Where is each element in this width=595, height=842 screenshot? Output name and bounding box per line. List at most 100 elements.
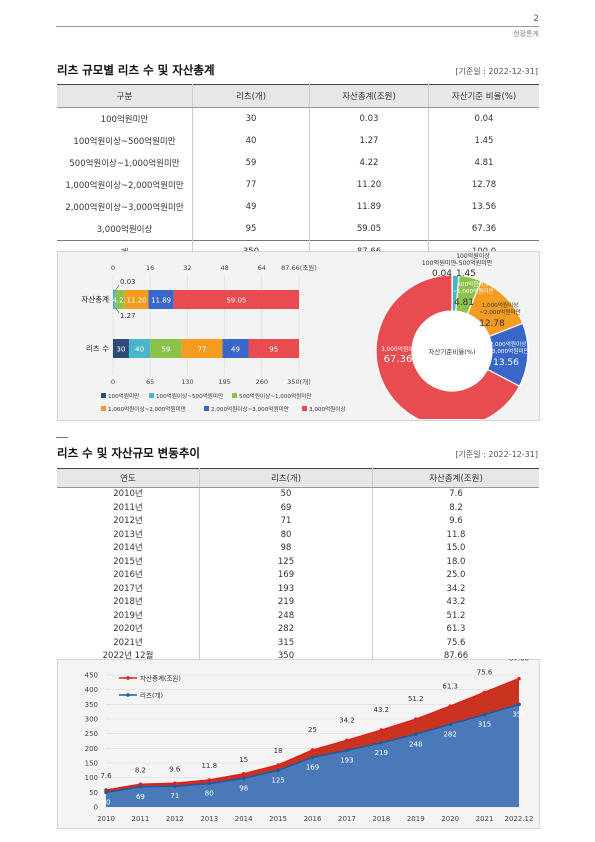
bottom-axis-tick: 260: [256, 378, 268, 386]
asset-point: [482, 690, 487, 695]
table-cell: 69: [199, 501, 373, 515]
table-cell: 18.0: [446, 556, 466, 567]
asset-point: [448, 704, 452, 709]
category-label: 리츠 수: [86, 344, 109, 353]
legend-swatch: [302, 406, 307, 411]
table-cell: 13.56: [471, 202, 497, 212]
table-cell: 125: [199, 555, 373, 569]
legend-label: 리츠(개): [140, 691, 163, 700]
table-cell: 2013년: [57, 528, 200, 542]
table-cell: 2018년: [57, 596, 200, 610]
legend-label: 3,000억원이상: [309, 405, 346, 413]
asset-point-label: 75.6: [477, 668, 493, 676]
table-row: 2014년 98 15.0: [57, 542, 539, 556]
slice-label: 500억원이상: [457, 280, 488, 288]
donut-hole: [413, 312, 491, 390]
count-point-label: 125: [271, 776, 284, 784]
count-area: [106, 704, 519, 807]
asset-point: [413, 717, 418, 722]
legend-label: 100억원미만: [108, 392, 139, 400]
legend-swatch: [232, 393, 237, 398]
top-axis-tick: 0: [111, 264, 115, 272]
table-cell: 50: [199, 487, 373, 502]
asset-point: [517, 676, 521, 681]
table-row: 500억원이상~1,000억원미만 59 4.22 4.81: [57, 152, 539, 174]
top-axis-tick: 87.66(조원): [281, 263, 317, 272]
table-cell: 80: [199, 528, 373, 542]
table-cell: 11.8: [446, 529, 466, 540]
x-axis-tick: 2017: [338, 815, 356, 823]
table-row: 2010년 50 7.6: [57, 487, 539, 502]
table-row: 1,000억원이상~2,000억원미만 77 11.20 12.78: [57, 174, 539, 196]
table-cell: 2012년: [57, 515, 200, 529]
bottom-axis-tick: 350(개): [287, 377, 310, 386]
top-axis-tick: 16: [146, 264, 154, 272]
table-cell: 315: [199, 636, 373, 650]
stacked-bar-chart: 0 16 32 48 64 87.66(조원) 0 65 130 195 260 350(개) 자산총계…: [81, 263, 345, 413]
slice-value: 13.56: [493, 358, 519, 368]
top-axis-tick: 64: [258, 264, 266, 272]
section2-title: 리츠 수 및 자산규모 변동추이: [57, 446, 200, 460]
legend-swatch: [149, 393, 154, 398]
x-axis-tick: 2018: [372, 815, 390, 823]
section2-date-note: [기준일 : 2022-12-31]: [455, 450, 538, 459]
asset-point: [379, 728, 384, 732]
slice-label: ~1,000억원미만: [452, 287, 493, 295]
table-cell: 59: [192, 152, 310, 174]
table-cell: 75.6: [446, 637, 466, 648]
count-point: [517, 702, 521, 707]
section-label: 현황통계: [513, 30, 539, 38]
x-axis-tick: 2022.12: [505, 815, 534, 823]
count-bar-segment: [113, 339, 129, 358]
x-axis-tick: 2020: [441, 815, 459, 823]
asset-bar-value: 11.20: [127, 297, 147, 305]
x-axis-tick: 2015: [269, 815, 287, 823]
table-row: 2013년 80 11.8: [57, 528, 539, 542]
slice-label: 100억원이상: [456, 252, 490, 260]
count-point-label: 98: [239, 784, 248, 792]
table-cell: 59.05: [309, 218, 429, 241]
bottom-axis-tick: 195: [218, 378, 230, 386]
asset-point-label: 51.2: [408, 695, 424, 703]
slice-label: 100억원미만: [422, 259, 457, 267]
y-axis-tick: 350: [85, 701, 98, 709]
slice-value: 1.45: [456, 269, 476, 279]
count-bar-value: 40: [135, 346, 144, 354]
bottom-axis-tick: 130: [181, 378, 193, 386]
table-cell: 248: [199, 609, 373, 623]
table-cell: 2014년: [57, 542, 200, 556]
count-bar-segment: [128, 339, 151, 358]
asset-point-label: 15: [239, 756, 248, 764]
count-point-label: 80: [205, 790, 214, 798]
count-point-label: 248: [409, 740, 422, 748]
table-cell: 34.2: [446, 583, 466, 594]
slice-label: 1,000억원이상: [482, 301, 519, 309]
col-header: 자산총계(조원): [309, 84, 429, 108]
count-point: [173, 784, 177, 788]
count-point-label: 282: [443, 730, 456, 738]
table-cell: 2,000억원이상~3,000억원미만: [57, 196, 193, 218]
table-cell: 12.78: [471, 180, 497, 190]
scale-table: 구분 리츠(개) 자산총계(조원) 자산기준 비율(%) 100억원미만 30 0.…: [57, 84, 539, 264]
x-axis-tick: 2013: [200, 815, 218, 823]
count-point: [448, 722, 452, 727]
count-point: [138, 784, 143, 789]
legend-swatch: [101, 406, 106, 411]
table-cell: 2020년: [57, 623, 200, 637]
y-axis-tick: 450: [85, 672, 98, 680]
col-header: 구분: [57, 84, 193, 108]
asset-point: [241, 772, 246, 776]
table-row: 2,000억원이상~3,000억원미만 49 11.89 13.56: [57, 196, 539, 218]
bottom-axis-tick: 65: [146, 378, 154, 386]
table-cell: 49: [192, 196, 310, 218]
count-point-label: 315: [478, 721, 491, 729]
table-row: 2019년 248 51.2: [57, 609, 539, 623]
table-cell: 67.36: [471, 224, 497, 234]
table-cell: 2011년: [57, 501, 200, 515]
asset-point-label: 8.2: [135, 766, 146, 774]
x-axis-tick: 2012: [166, 815, 184, 823]
count-point: [379, 740, 384, 745]
table-cell: 0.03: [309, 107, 429, 130]
legend-label: 자산총계(조원): [140, 674, 181, 683]
count-point: [241, 776, 246, 781]
